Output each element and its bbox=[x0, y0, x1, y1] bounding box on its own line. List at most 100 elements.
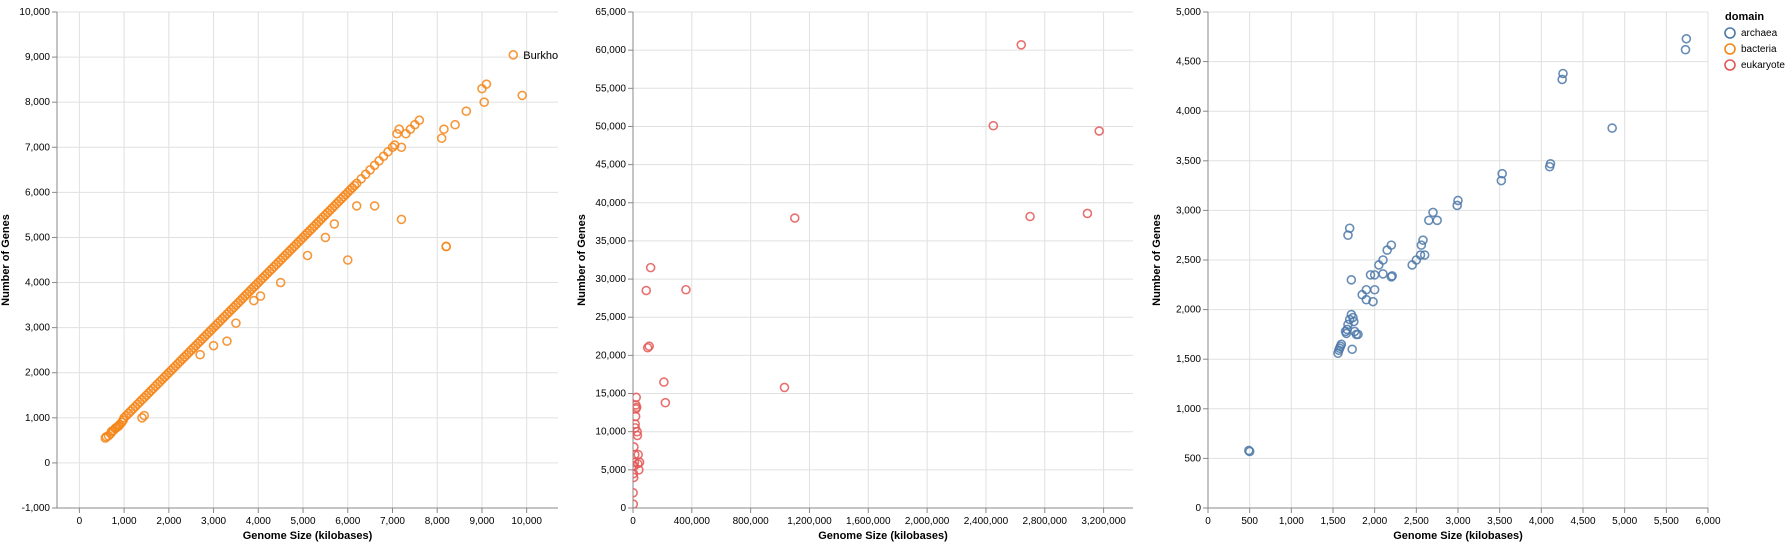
data-point bbox=[1353, 329, 1363, 340]
y-tick-label: 4,000 bbox=[1176, 106, 1201, 117]
data-point bbox=[633, 472, 639, 483]
y-tick-label: 4,000 bbox=[25, 278, 50, 289]
x-axis-title: Genome Size (kilobases) bbox=[1393, 530, 1523, 542]
x-tick-label: 800,000 bbox=[733, 516, 770, 527]
x-tick-label: 1,000 bbox=[1279, 516, 1304, 527]
data-point bbox=[681, 284, 691, 295]
y-tick-label: 6,000 bbox=[25, 187, 50, 198]
data-point bbox=[208, 340, 219, 351]
data-point bbox=[1378, 255, 1388, 265]
y-tick-label: 65,000 bbox=[595, 7, 626, 18]
x-tick-label: 3,000 bbox=[201, 516, 226, 527]
x-tick-label: 5,000 bbox=[1612, 516, 1637, 527]
data-point bbox=[414, 115, 425, 126]
data-point bbox=[1419, 250, 1430, 260]
data-point bbox=[633, 430, 643, 441]
x-tick-label: 2,800,000 bbox=[1023, 516, 1068, 527]
data-point bbox=[387, 142, 398, 153]
x-tick-label: 10,000 bbox=[511, 516, 542, 527]
data-point bbox=[641, 285, 652, 296]
data-point bbox=[1348, 312, 1358, 323]
data-point bbox=[642, 342, 653, 353]
y-tick-label: 40,000 bbox=[595, 198, 626, 209]
data-point bbox=[1557, 74, 1567, 85]
y-tick-label: 9,000 bbox=[25, 52, 50, 63]
y-tick-label: 0 bbox=[1195, 503, 1201, 514]
data-point bbox=[1607, 123, 1617, 133]
y-tick-label: 7,000 bbox=[25, 142, 50, 153]
legend: domain archaea bacteria eukaryote bbox=[1724, 11, 1785, 71]
data-point bbox=[255, 291, 266, 301]
y-tick-label: 10,000 bbox=[19, 7, 50, 18]
data-point bbox=[396, 214, 407, 225]
data-point bbox=[396, 142, 407, 153]
legend-label: eukaryote bbox=[1741, 60, 1785, 71]
data-point bbox=[633, 402, 642, 413]
data-point bbox=[1452, 200, 1462, 211]
data-point bbox=[1496, 175, 1507, 186]
y-tick-label: 15,000 bbox=[595, 389, 626, 400]
x-tick-label: 1,500 bbox=[1320, 516, 1345, 527]
data-point bbox=[1680, 44, 1691, 55]
y-axis-title: Number of Genes bbox=[1151, 214, 1163, 306]
data-point bbox=[195, 349, 205, 360]
chart-panel-eukaryote: 0 400,000 800,000 1,200,000 1,600,000 2,000,0… bbox=[576, 7, 1133, 542]
data-point bbox=[660, 397, 671, 408]
y-tick-label: 3,000 bbox=[1176, 205, 1201, 216]
x-tick-label: 5,000 bbox=[291, 516, 316, 527]
x-tick-label: 2,000 bbox=[156, 516, 181, 527]
data-point bbox=[137, 413, 147, 423]
data-point bbox=[1336, 339, 1347, 350]
data-point bbox=[633, 419, 641, 429]
data-point bbox=[392, 128, 402, 139]
data-point bbox=[1545, 158, 1556, 169]
data-point bbox=[394, 124, 405, 135]
y-tick-label: 5,000 bbox=[25, 232, 50, 243]
x-tick-label: 2,500 bbox=[1404, 516, 1429, 527]
x-tick-label: 400,000 bbox=[674, 516, 711, 527]
chart-panel-bacteria: 0 1,000 2,000 3,000 4,000 5,000 6,000 7,000 8,00… bbox=[0, 7, 558, 542]
y-tick-label: -1,000 bbox=[22, 503, 51, 514]
data-point bbox=[1497, 168, 1507, 179]
data-point bbox=[441, 241, 451, 252]
y-tick-label: 20,000 bbox=[595, 350, 626, 361]
y-tick-label: 2,000 bbox=[1176, 305, 1201, 316]
legend-symbol bbox=[1724, 59, 1736, 71]
data-point bbox=[633, 404, 641, 414]
data-point bbox=[369, 201, 380, 211]
x-axis-title: Genome Size (kilobases) bbox=[818, 530, 948, 542]
y-tick-label: 500 bbox=[1184, 453, 1201, 464]
chart-panel-archaea: 0 500 1,000 1,500 2,000 2,500 3,000 3,500 4,000 4… bbox=[1151, 7, 1721, 542]
data-point bbox=[633, 487, 638, 498]
x-tick-label: 8,000 bbox=[425, 516, 450, 527]
data-point bbox=[988, 120, 999, 131]
data-point bbox=[275, 277, 286, 288]
y-tick-label: 1,500 bbox=[1176, 354, 1201, 365]
data-point bbox=[645, 262, 656, 273]
points-group bbox=[633, 40, 1104, 508]
y-tick-label: 8,000 bbox=[25, 97, 50, 108]
y-tick-label: 0 bbox=[620, 503, 626, 514]
data-point bbox=[633, 468, 639, 479]
y-tick-label: 25,000 bbox=[595, 312, 626, 323]
y-tick-label: 10,000 bbox=[595, 427, 626, 438]
data-point bbox=[436, 133, 447, 144]
x-tick-label: 2,000,000 bbox=[905, 516, 950, 527]
data-point bbox=[329, 219, 340, 229]
y-tick-label: 0 bbox=[44, 458, 50, 469]
y-tick-label: 4,500 bbox=[1176, 57, 1201, 68]
data-point bbox=[1365, 270, 1376, 280]
y-tick-label: 1,000 bbox=[25, 413, 50, 424]
data-point bbox=[1082, 208, 1093, 219]
data-point bbox=[644, 341, 654, 352]
y-tick-label: 2,000 bbox=[25, 368, 50, 379]
data-point bbox=[461, 106, 472, 116]
y-tick-label: 60,000 bbox=[595, 45, 626, 56]
x-tick-label: 0 bbox=[630, 516, 636, 527]
x-tick-label: 5,500 bbox=[1654, 516, 1679, 527]
data-point bbox=[517, 90, 528, 101]
data-point bbox=[633, 442, 639, 452]
point-annotation: Burkho bbox=[523, 50, 558, 62]
data-point bbox=[1349, 316, 1359, 327]
